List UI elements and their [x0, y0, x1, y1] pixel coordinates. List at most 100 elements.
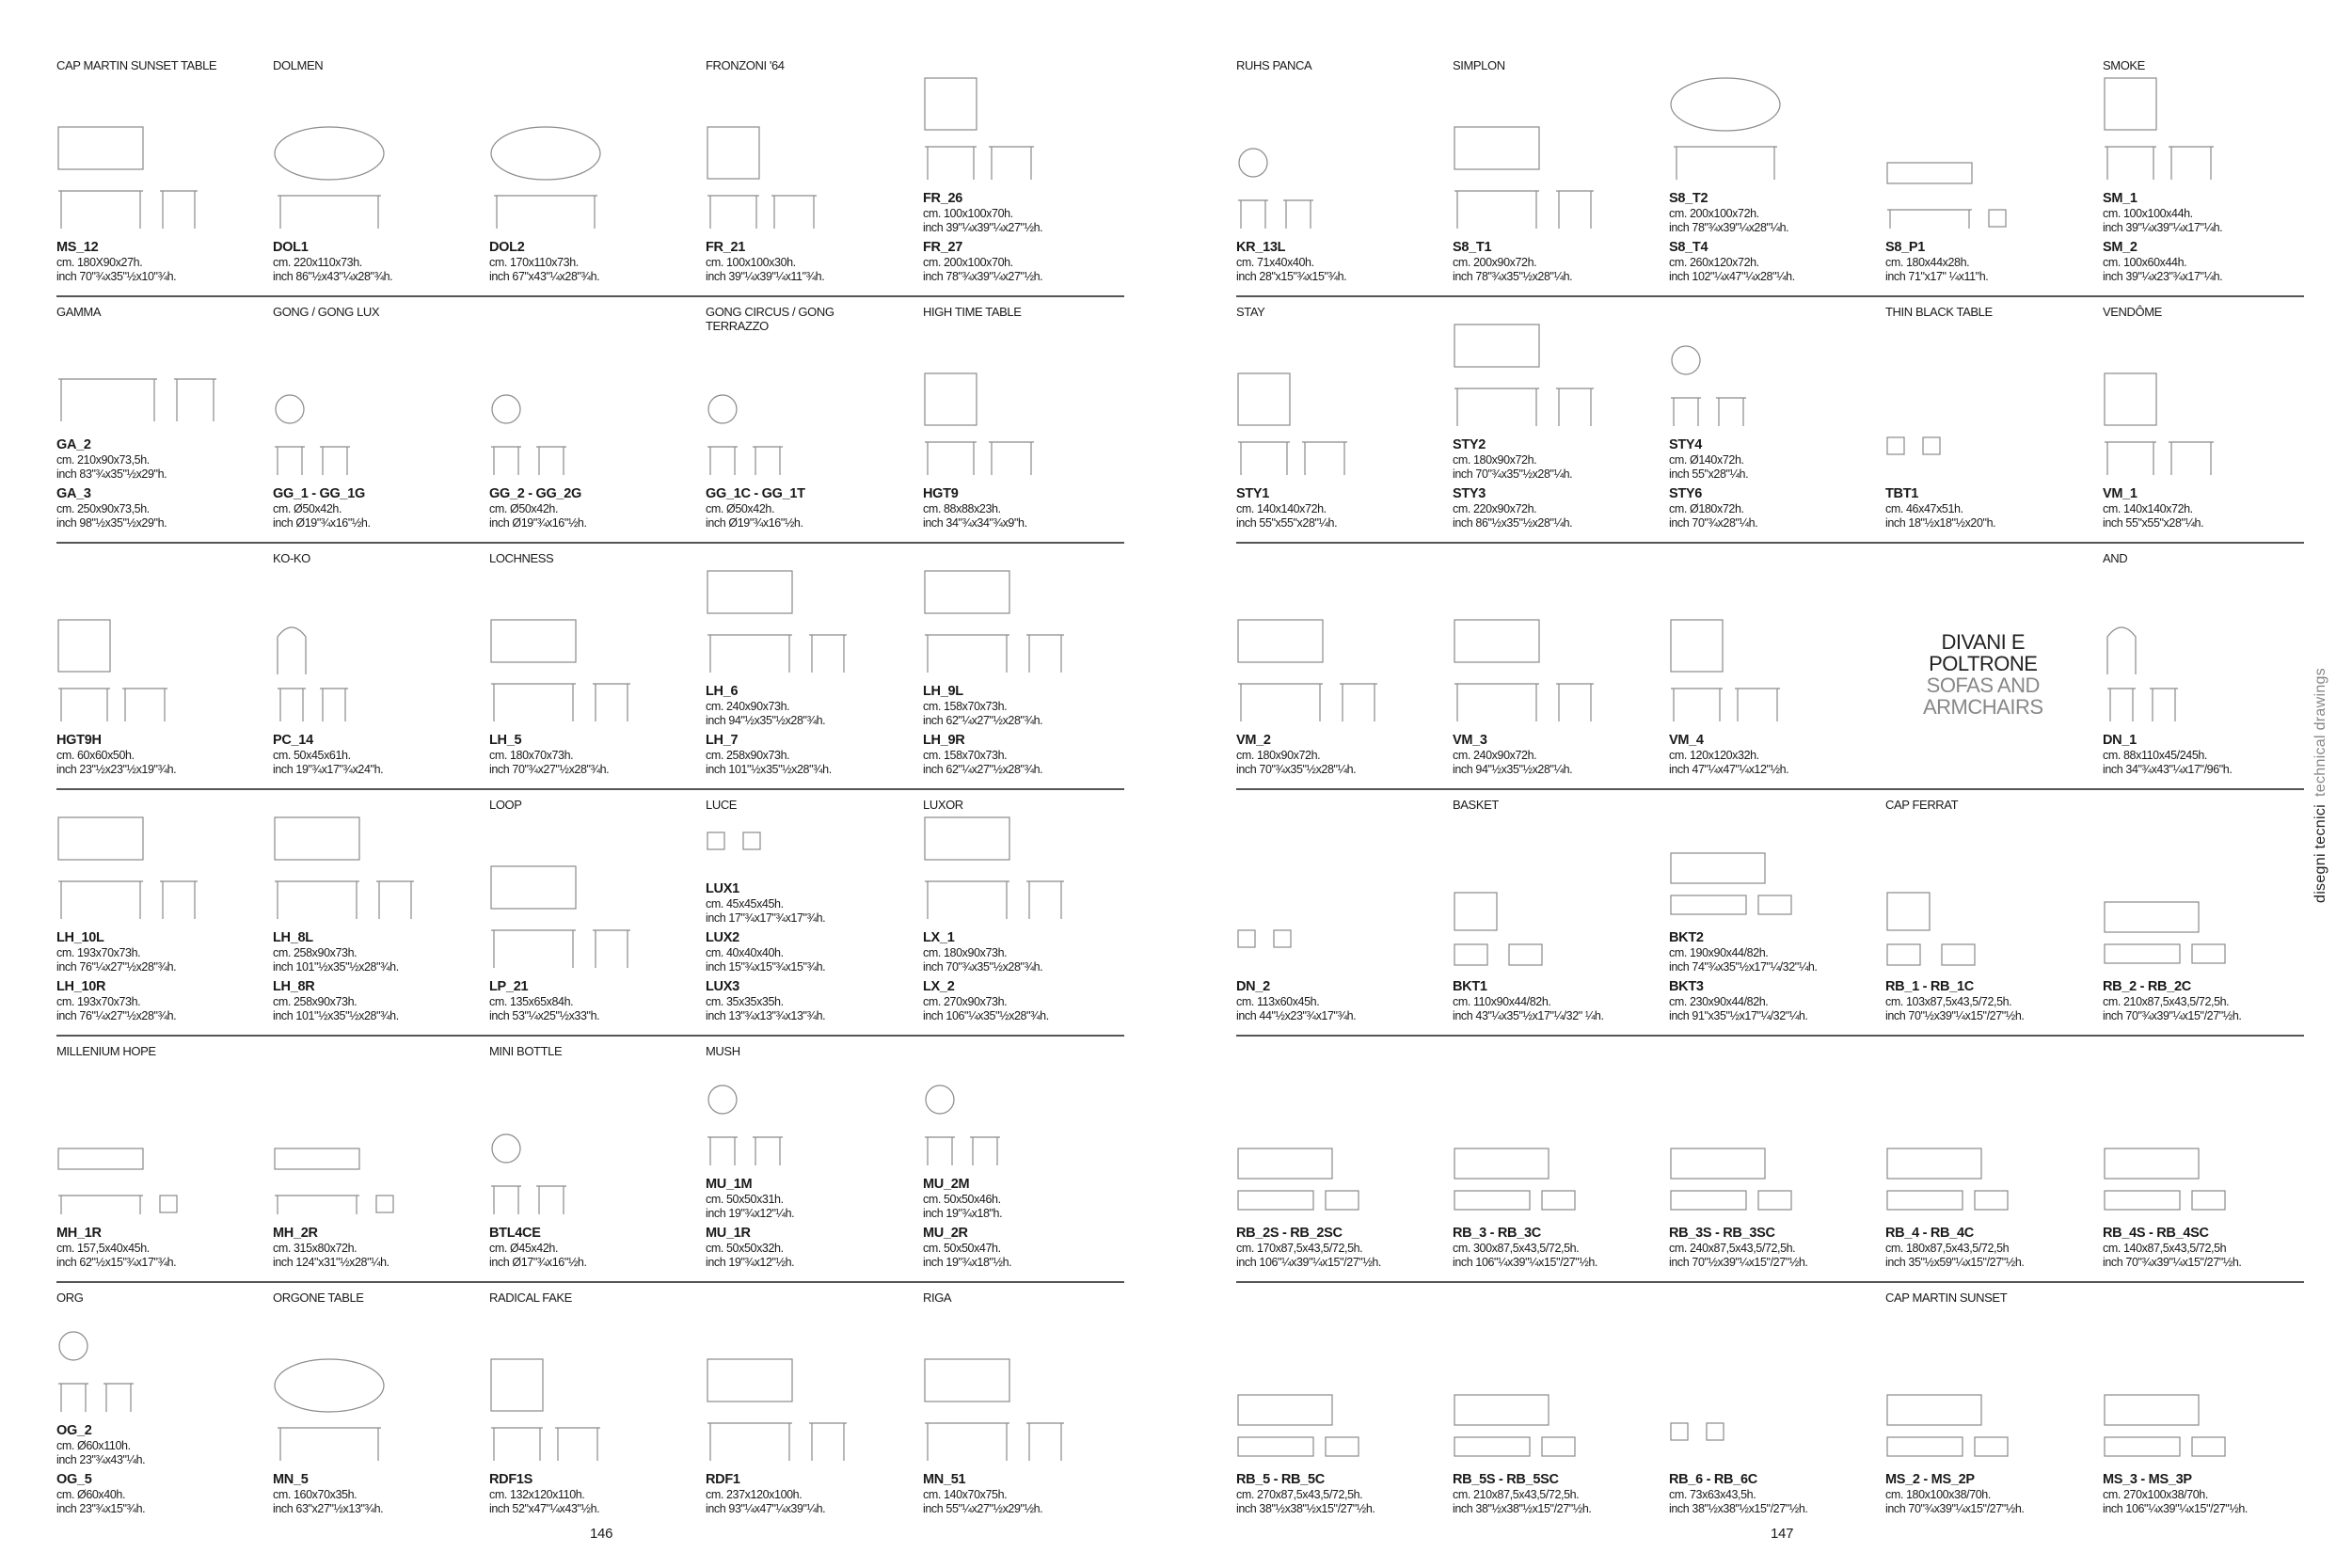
technical-drawing [2104, 77, 2214, 180]
product-code: MU_2M [923, 1177, 970, 1192]
dimensions-inch: inch 91"x35"½x17"¼/32"¼h. [1669, 1009, 1808, 1022]
dimensions-inch: inch 38"½x38"½x15"/27"½h. [1236, 1502, 1375, 1515]
product-item: DN_2 cm. 113x60x45h. inch 44"½x23"¾x17"¾h. [1236, 979, 1448, 1023]
product-cell: GONG / GONG LUX GG_1 - GG_1G cm. Ø50x42h. i… [273, 295, 485, 542]
product-item: HGT9 cm. 88x88x23h. inch 34"¾x34"¾x9"h. [923, 486, 1135, 531]
product-entries: GG_2 - GG_2G cm. Ø50x42h. inch Ø19"¾x16"½h… [489, 372, 701, 531]
product-family-title: GONG CIRCUS / GONG TERRAZZO [706, 305, 834, 333]
product-item: MU_1M cm. 50x50x31h. inch 19"¾x12"¼h. [706, 1177, 917, 1221]
product-code: RB_1 - RB_1C [1885, 979, 1974, 994]
dimensions-inch: inch 39"¼x39"¼x27"½h. [923, 221, 1043, 234]
dimensions-cm: cm. 100x100x44h. [2103, 207, 2193, 220]
row-divider [56, 542, 1124, 544]
product-cell: VENDÔME VM_1 cm. 140x140x72h. inch 55"x55"x… [2103, 295, 2314, 542]
dimensions-cm: cm. 140x140x72h. [1236, 502, 1327, 515]
technical-drawing [924, 372, 1034, 475]
product-entries: SM_1 cm. 100x100x44h. inch 39"¼x39"¼x17"¼h… [2103, 76, 2314, 284]
dimensions-cm: cm. 300x87,5x43,5/72,5h. [1453, 1242, 1580, 1255]
product-code: STY2 [1453, 437, 1486, 452]
product-code: TBT1 [1885, 486, 1919, 501]
dimensions-inch: inch 55"x55"x28"¼h. [2103, 516, 2204, 530]
product-code: LH_8L [273, 930, 313, 945]
product-code: RB_2 - RB_2C [2103, 979, 2191, 994]
dimensions-cm: cm. 60x60x50h. [56, 749, 135, 762]
product-code: MN_51 [923, 1472, 966, 1487]
dimensions-inch: inch 124"x31"½x28"¼h. [273, 1256, 389, 1269]
dimensions-inch: inch 101"½x35"½x28"¾h. [273, 960, 399, 974]
dimensions-inch: inch 13"¾x13"¾x13"¾h. [706, 1009, 826, 1022]
product-cell: STY2 cm. 180x90x72h. inch 70"¾x35"½x28"¼h.… [1453, 295, 1664, 542]
product-code: RB_3S - RB_3SC [1669, 1226, 1775, 1241]
product-item: DOL1 cm. 220x110x73h. inch 86"½x43"¼x28"¾h… [273, 240, 485, 284]
product-code: HGT9 [923, 486, 959, 501]
row-divider [1236, 788, 2304, 790]
dimensions-cm: cm. 50x50x46h. [923, 1193, 1001, 1206]
product-code: S8_T2 [1669, 191, 1708, 206]
product-code: FR_26 [923, 191, 963, 206]
dimensions-cm: cm. 190x90x44/82h. [1669, 946, 1769, 959]
product-family-title: GAMMA [56, 305, 102, 319]
product-item: VM_4 cm. 120x120x32h. inch 47"¼x47"¼x12"½h… [1669, 733, 1881, 777]
dimensions-inch: inch 94"½x35"½x28"¼h. [1453, 763, 1573, 776]
catalog-page: CAP MARTIN SUNSET TABLE MS_12 cm. 180X90x2… [56, 0, 1129, 1568]
product-code: GG_1C - GG_1T [706, 486, 805, 501]
product-code: DN_1 [2103, 733, 2137, 748]
product-item: VM_1 cm. 140x140x72h. inch 55"x55"x28"¼h. [2103, 486, 2314, 531]
product-item: LH_7 cm. 258x90x73h. inch 101"½x35"½x28"¾h… [706, 733, 917, 777]
dimensions-inch: inch 78"¾x35"½x28"¼h. [1453, 270, 1573, 283]
product-family-title: SIMPLON [1453, 58, 1505, 72]
dimensions-cm: cm. 50x50x32h. [706, 1242, 784, 1255]
product-code: RB_5S - RB_5SC [1453, 1472, 1559, 1487]
product-item: MS_12 cm. 180X90x27h. inch 70"¾x35"½x10"¾h… [56, 240, 268, 284]
product-entries: S8_T2 cm. 200x100x72h. inch 78"¾x39"¼x28"¼… [1669, 76, 1881, 284]
dimensions-cm: cm. Ø50x42h. [706, 502, 775, 515]
dimensions-cm: cm. 73x63x43,5h. [1669, 1488, 1756, 1501]
catalog-page: RUHS PANCA KR_13L cm. 71x40x40h. inch 28"x1… [1236, 0, 2309, 1568]
dimensions-cm: cm. 180X90x27h. [56, 256, 143, 269]
dimensions-inch: inch Ø19"¾x16"½h. [273, 516, 371, 530]
dimensions-cm: cm. 250x90x73,5h. [56, 502, 150, 515]
product-code: RB_4 - RB_4C [1885, 1226, 1974, 1241]
technical-drawing [1237, 372, 1347, 475]
section-heading-line: SOFAS AND [1926, 673, 2041, 697]
dimensions-inch: inch 23"½x23"½x19"¾h. [56, 763, 177, 776]
dimensions-inch: inch 78"¾x39"¼x28"¼h. [1669, 221, 1789, 234]
product-entries: OG_2 cm. Ø60x110h. inch 23"¾x43"¼h. OG_5 cm.… [56, 1308, 268, 1516]
dimensions-cm: cm. 210x90x73,5h. [56, 453, 150, 467]
product-code: MN_5 [273, 1472, 309, 1487]
product-cell: MILLENIUM HOPE MH_1R cm. 157,5x40x45h. inch… [56, 1035, 268, 1281]
product-item: LUX2 cm. 40x40x40h. inch 15"¾x15"¾x15"¾h. [706, 930, 917, 974]
product-family-title: AND [2103, 551, 2128, 565]
product-entries: RB_3 - RB_3C cm. 300x87,5x43,5/72,5h. inch… [1453, 1111, 1664, 1270]
product-code: LX_2 [923, 979, 955, 994]
dimensions-inch: inch 70"½x39"¼x15"/27"½h. [1669, 1256, 1808, 1269]
technical-drawing [1237, 1148, 1359, 1211]
product-item: BKT1 cm. 110x90x44/82h. inch 43"¼x35"½x17"… [1453, 979, 1664, 1023]
technical-drawing [57, 619, 167, 721]
product-item: STY6 cm. Ø180x72h. inch 70"¾x28"¼h. [1669, 486, 1881, 531]
product-entries: GG_1C - GG_1T cm. Ø50x42h. inch Ø19"¾x16"½… [706, 372, 917, 531]
product-code: RDF1S [489, 1472, 533, 1487]
product-cell: MUSH MU_1M cm. 50x50x31h. inch 19"¾x12"¼h. M… [706, 1035, 917, 1281]
dimensions-cm: cm. Ø50x42h. [273, 502, 342, 515]
technical-drawing [1454, 126, 1594, 229]
product-code: LX_1 [923, 930, 955, 945]
product-entries: LUX1 cm. 45x45x45h. inch 17"¾x17"¾x17"¾h. L… [706, 767, 917, 1023]
product-entries: PC_14 cm. 50x45x61h. inch 19"¾x17"¾x24"h. [273, 618, 485, 777]
technical-drawing [1670, 77, 1781, 180]
product-cell: LH_6 cm. 240x90x73h. inch 94"½x35"½x28"¾h.… [706, 542, 917, 788]
technical-drawing [1454, 1394, 1576, 1457]
dimensions-cm: cm. 140x87,5x43,5/72,5h [2103, 1242, 2227, 1255]
technical-drawing [1886, 1148, 2009, 1211]
dimensions-cm: cm. 100x60x44h. [2103, 256, 2187, 269]
technical-drawing [2104, 901, 2226, 964]
dimensions-inch: inch 38"½x38"½x15"/27"½h. [1453, 1502, 1592, 1515]
product-cell: RB_2 - RB_2C cm. 210x87,5x43,5/72,5h. inch… [2103, 788, 2314, 1035]
product-code: LP_21 [489, 979, 529, 994]
product-cell: MU_2M cm. 50x50x46h. inch 19"¾x18"h. MU_2R c… [923, 1035, 1135, 1281]
product-cell: RB_4 - RB_4C cm. 180x87,5x43,5/72,5h inch … [1885, 1035, 2097, 1281]
dimensions-cm: cm. 270x90x73h. [923, 995, 1008, 1008]
technical-drawing [1238, 148, 1313, 229]
dimensions-cm: cm. 158x70x73h. [923, 749, 1008, 762]
technical-drawing [707, 832, 761, 850]
